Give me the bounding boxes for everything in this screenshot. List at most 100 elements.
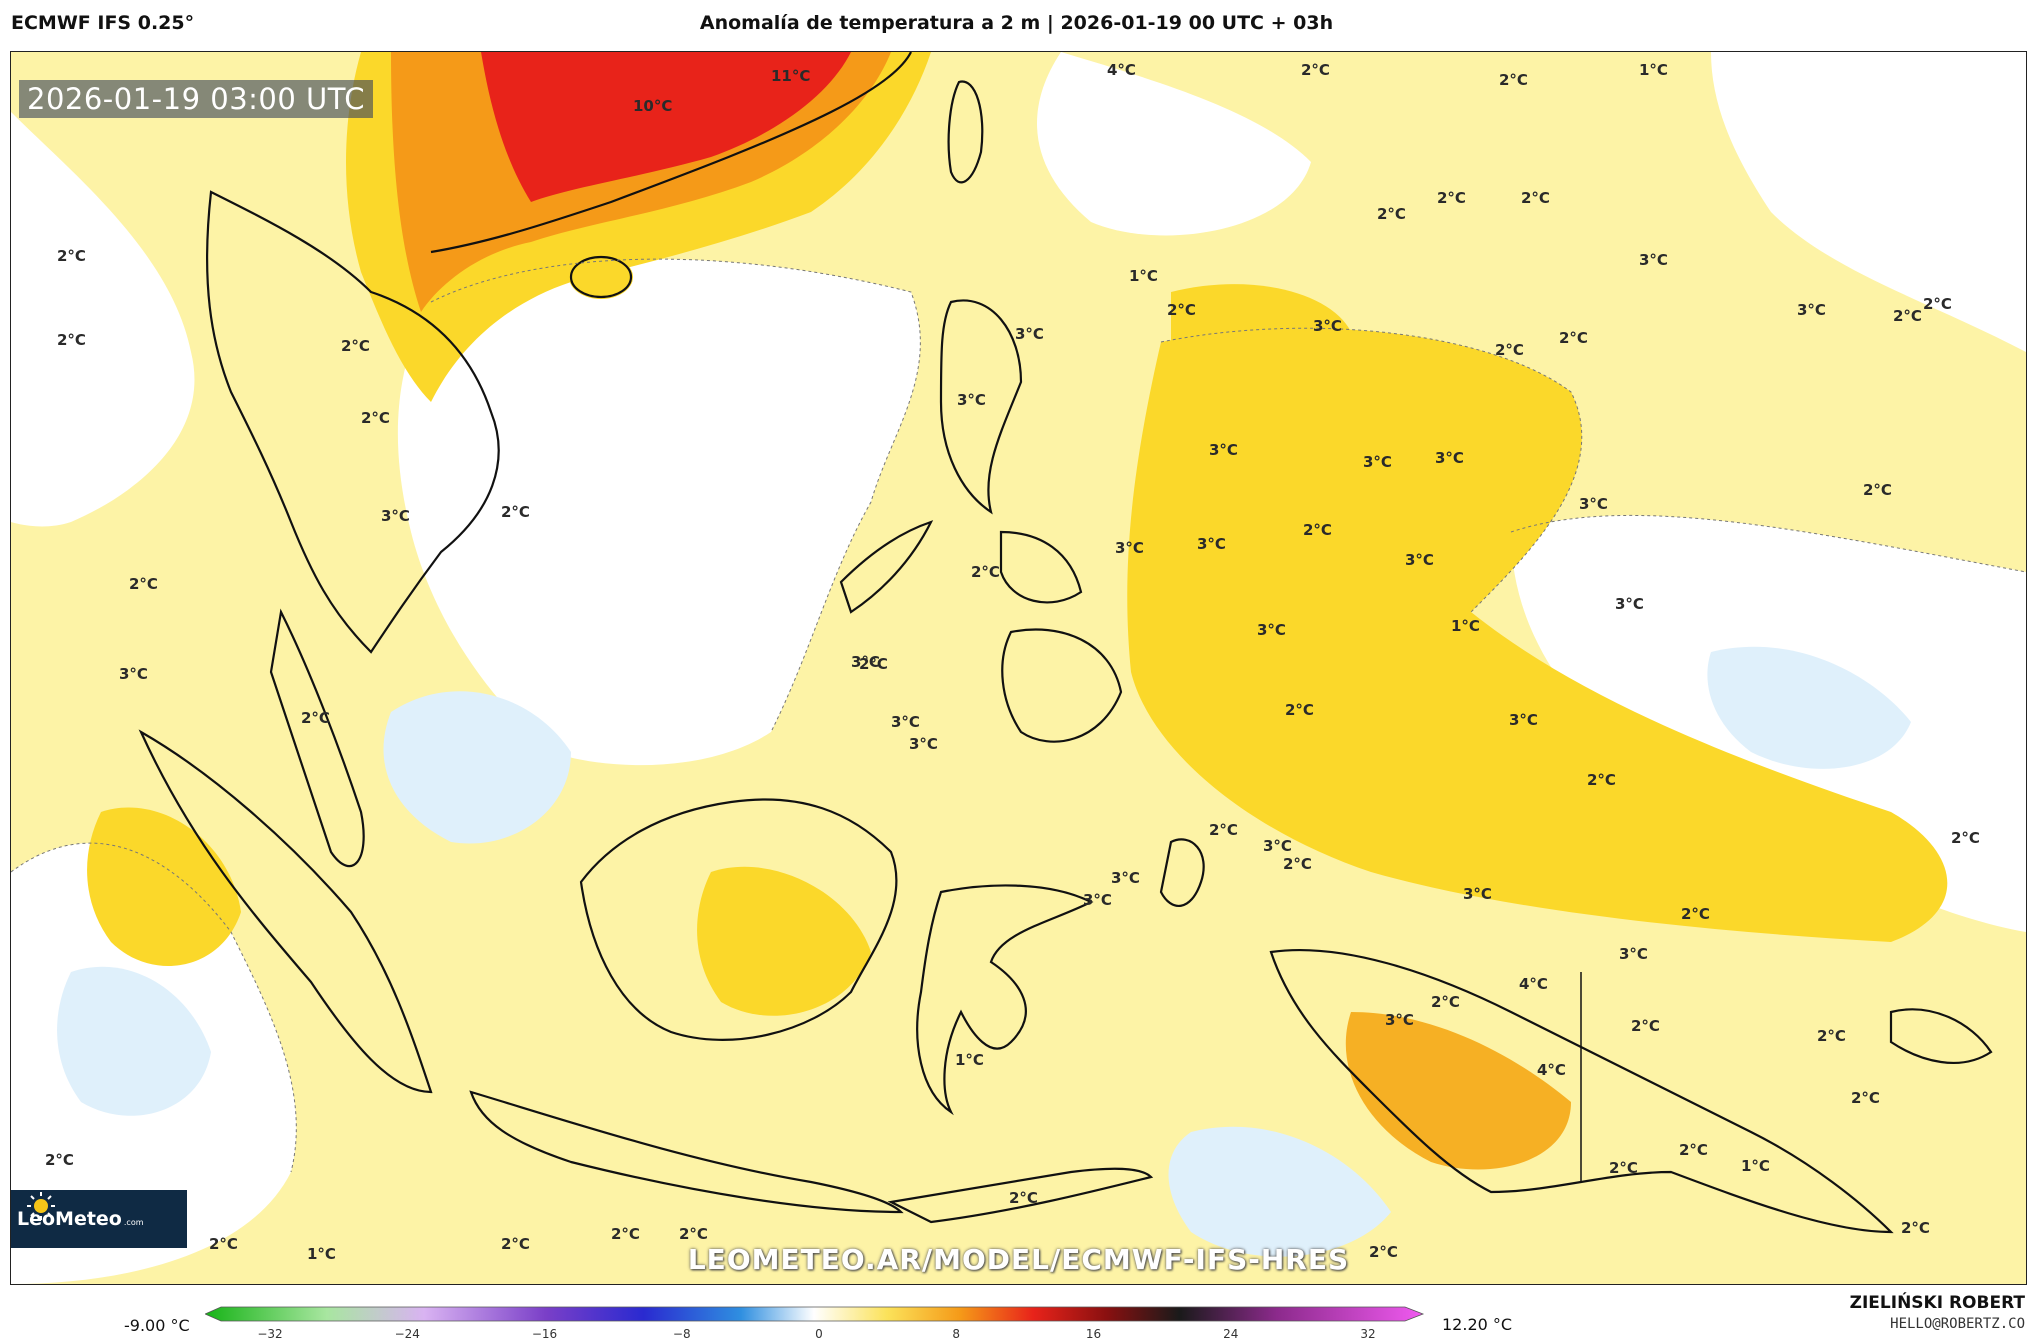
temperature-label: 3°C: [119, 665, 148, 683]
temperature-label: 2°C: [1631, 1017, 1660, 1035]
temperature-label: 3°C: [1115, 539, 1144, 557]
temperature-label: 2°C: [971, 563, 1000, 581]
temperature-label: 4°C: [1537, 1061, 1566, 1079]
coast-sumatra: [138, 729, 433, 1094]
temperature-label: 3°C: [909, 735, 938, 753]
temperature-label: 3°C: [1111, 869, 1140, 887]
temperature-label: 2°C: [1377, 205, 1406, 223]
neutral-zone-north: [1037, 52, 1311, 236]
temperature-label: 2°C: [1437, 189, 1466, 207]
coast-palawan: [839, 520, 934, 614]
temperature-label: 2°C: [1559, 329, 1588, 347]
temperature-label: 2°C: [501, 503, 530, 521]
temperature-label: 2°C: [57, 331, 86, 349]
temperature-label: 3°C: [1015, 325, 1044, 343]
temperature-label: 2°C: [1679, 1141, 1708, 1159]
temperature-label: 3°C: [1435, 449, 1464, 467]
coast-timor: [887, 1167, 1154, 1224]
temperature-label: 3°C: [1509, 711, 1538, 729]
cool-zone-arafura: [1168, 1126, 1391, 1257]
temperature-label: 3°C: [851, 653, 880, 671]
coast-halmahera: [1159, 838, 1205, 908]
temperature-label: 1°C: [955, 1051, 984, 1069]
legend-max-value: 12.20 °C: [1442, 1315, 1513, 1334]
coast-mindanao: [1001, 628, 1123, 743]
temperature-label: 2°C: [1301, 61, 1330, 79]
legend-tick-label: −24: [394, 1327, 420, 1341]
temperature-label: 1°C: [1741, 1157, 1770, 1175]
legend-tick-label: 8: [952, 1327, 961, 1341]
cool-zone-indian: [57, 966, 211, 1116]
coast-south-china: [430, 52, 912, 254]
temperature-label: 3°C: [1385, 1011, 1414, 1029]
temperature-label: 2°C: [1587, 771, 1616, 789]
temperature-label: 2°C: [361, 409, 390, 427]
coast-indochina: [205, 190, 500, 654]
temperature-label: 2°C: [1209, 821, 1238, 839]
model-title: ECMWF IFS 0.25°: [11, 12, 195, 34]
warm-zone-hainan: [569, 255, 633, 299]
neutral-zone-northeast: [1711, 52, 2026, 352]
temperature-label: 2°C: [1863, 481, 1892, 499]
legend-tick-label: −8: [672, 1327, 691, 1341]
temperature-label: 1°C: [307, 1245, 336, 1263]
temperature-label: 2°C: [1681, 905, 1710, 923]
coast-java: [469, 1090, 904, 1214]
temperature-label: 2°C: [1369, 1243, 1398, 1261]
temperature-label: 10°C: [633, 97, 673, 115]
temperature-label: 2°C: [341, 337, 370, 355]
temperature-label: 2°C: [209, 1235, 238, 1253]
author-credit: ZIELIŃSKI ROBERT: [1849, 1293, 2025, 1313]
warm-zone-north-pacific-strip: [1171, 284, 1351, 366]
temperature-label: 3°C: [1363, 453, 1392, 471]
coast-visayas: [999, 530, 1083, 604]
temperature-label: 1°C: [1129, 267, 1158, 285]
coast-taiwan: [947, 80, 984, 184]
temperature-label: 2°C: [1893, 307, 1922, 325]
temperature-label: 2°C: [1009, 1189, 1038, 1207]
neutral-zone-bay-of-bengal: [11, 112, 195, 527]
temperature-label: 2°C: [1923, 295, 1952, 313]
temperature-label: 3°C: [1797, 301, 1826, 319]
temperature-label: 3°C: [957, 391, 986, 409]
temperature-label: 2°C: [1851, 1089, 1880, 1107]
cool-zone-pacific: [1707, 646, 1911, 769]
contours: [11, 258, 2026, 1173]
coast-new-guinea: [1269, 948, 1894, 1234]
author-email[interactable]: HELLO@ROBERTZ.CO: [1890, 1316, 2025, 1332]
map-panel: 2026-01-19 03:00 UTC 10°C 11°C 4°C 2°C 1°C 2°…: [10, 51, 2027, 1285]
logo-suffix: .com: [123, 1217, 144, 1227]
coast-hainan: [569, 255, 633, 299]
temperature-label: 3°C: [1405, 551, 1434, 569]
temperature-label: 2°C: [1167, 301, 1196, 319]
temperature-label: 2°C: [1951, 829, 1980, 847]
temperature-label: 3°C: [1257, 621, 1286, 639]
coast-borneo: [579, 798, 898, 1041]
temperature-label: 3°C: [1083, 891, 1112, 909]
temperature-label: 2°C: [679, 1225, 708, 1243]
anomaly-map: [11, 52, 2026, 1284]
neutral-zone-scs: [397, 259, 921, 766]
header: ECMWF IFS 0.25° Anomalía de temperatura …: [0, 0, 2033, 50]
warm-zone-sumatra-west: [87, 807, 241, 966]
leometeo-logo[interactable]: LeoMeteo .com: [11, 1190, 187, 1248]
temperature-label: 2°C: [1285, 701, 1314, 719]
temperature-label: 2°C: [859, 655, 888, 673]
legend-min-value: -9.00 °C: [124, 1316, 190, 1335]
temperature-label: 3°C: [1619, 945, 1648, 963]
legend-tick-label: 24: [1223, 1327, 1239, 1341]
temperature-label: 3°C: [1209, 441, 1238, 459]
coast-malay-peninsula: [269, 608, 365, 867]
temperature-label: 2°C: [1283, 855, 1312, 873]
watermark-url: LEOMETEO.AR/MODEL/ECMWF-IFS-HRES: [687, 1243, 1350, 1276]
sun-icon: [27, 1192, 55, 1220]
warm-zone-west-pacific: [1127, 328, 1948, 943]
temperature-label: 2°C: [57, 247, 86, 265]
temperature-label: 3°C: [1463, 885, 1492, 903]
temperature-label: 3°C: [1197, 535, 1226, 553]
cool-zone-scs: [383, 691, 571, 844]
chart-title: Anomalía de temperatura a 2 m | 2026-01-…: [699, 12, 1334, 34]
temperature-label: 3°C: [1579, 495, 1608, 513]
temperature-label: 4°C: [1519, 975, 1548, 993]
warm-zone-sulawesi: [697, 866, 871, 1016]
